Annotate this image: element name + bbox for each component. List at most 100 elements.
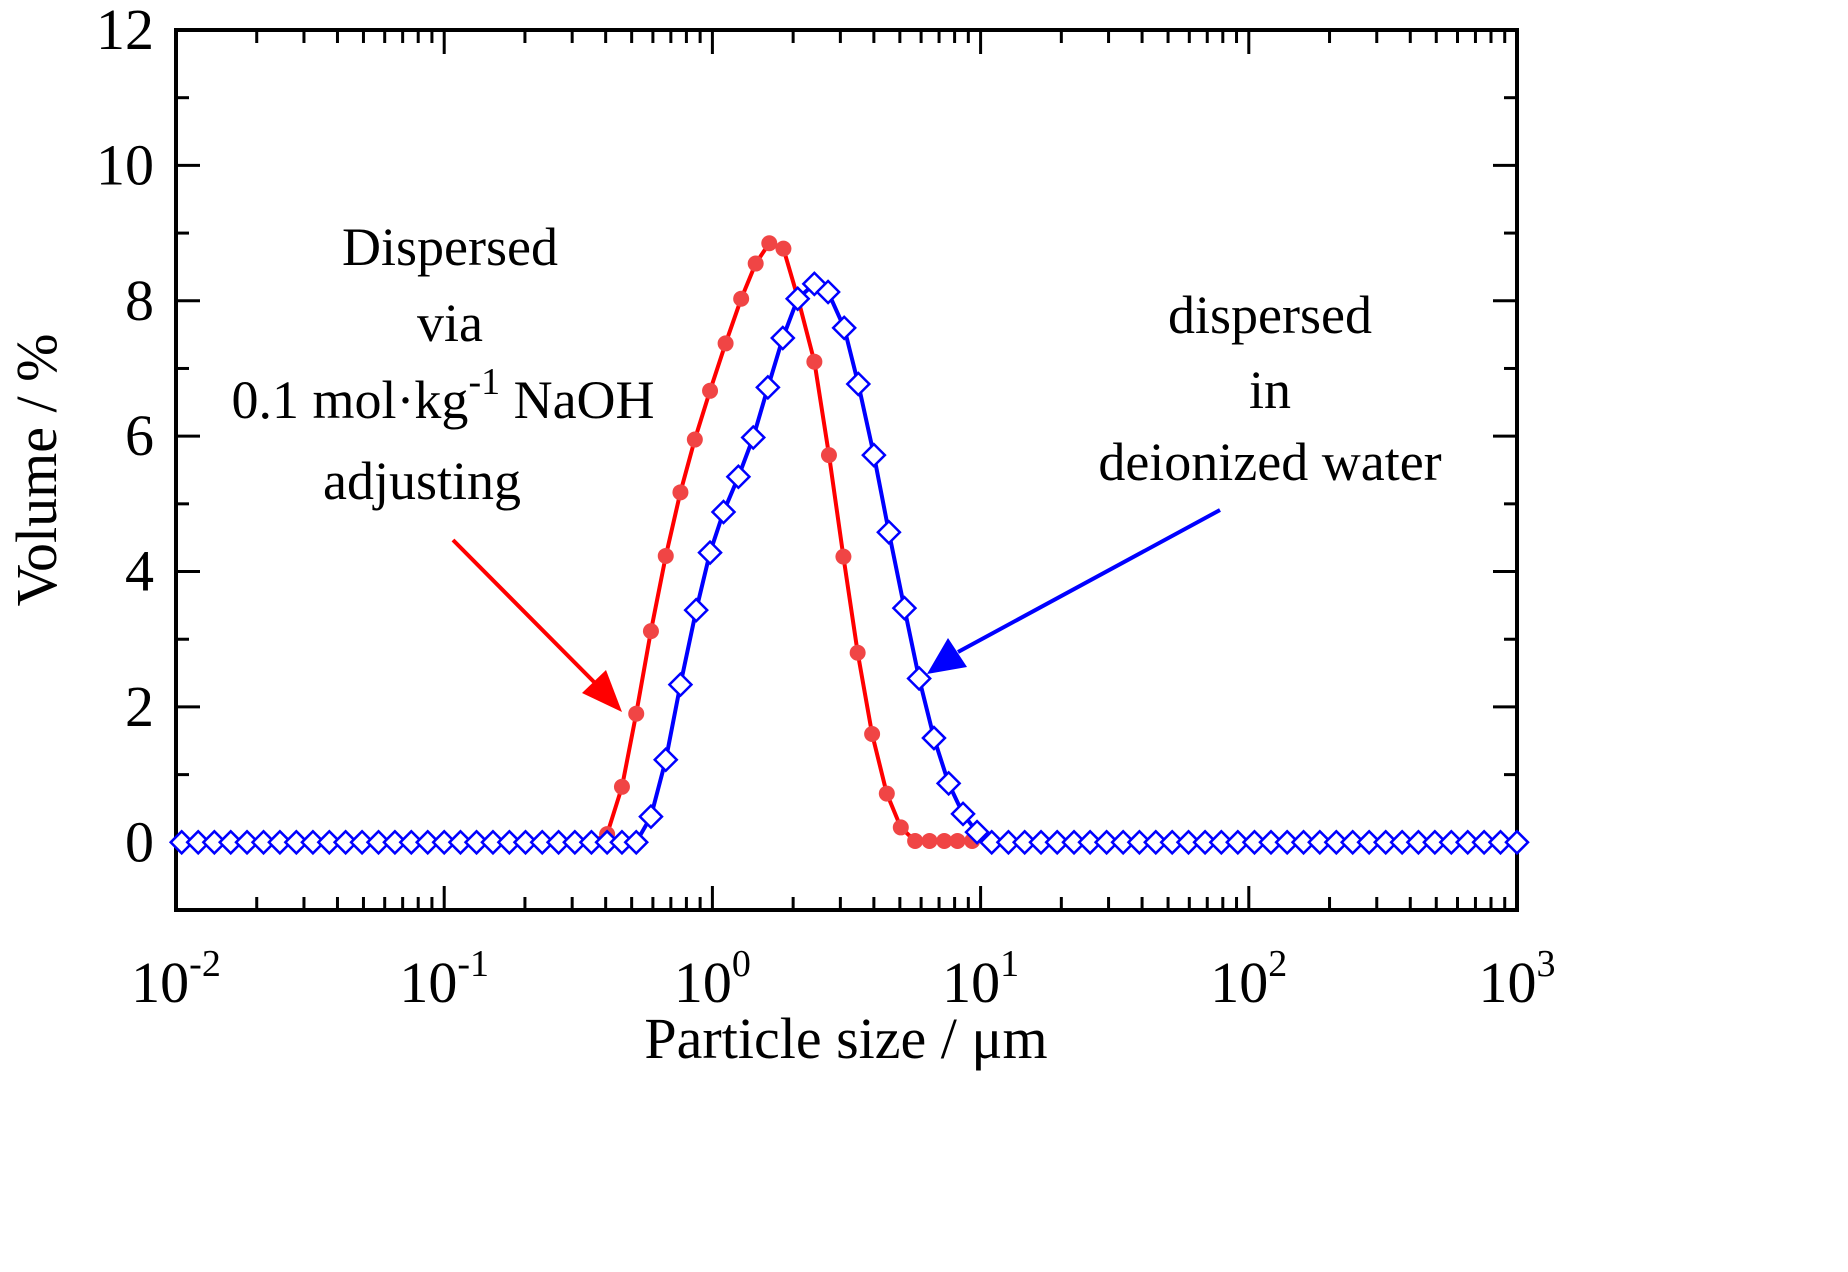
naoh-arrow <box>451 538 622 712</box>
naoh-annotation-line-1: Dispersed <box>342 217 558 277</box>
data-point <box>642 623 659 640</box>
data-point <box>683 597 709 623</box>
data-point <box>623 829 649 856</box>
water-annotation-line-3: deionized water <box>1098 432 1441 492</box>
data-point <box>1044 829 1070 856</box>
x-axis-title: Particle size / μm <box>644 1006 1047 1071</box>
data-point <box>652 746 679 773</box>
data-point <box>672 484 689 501</box>
naoh-annotation-line-4: adjusting <box>323 451 521 511</box>
data-point <box>892 819 909 836</box>
data-point <box>702 382 719 399</box>
data-point <box>283 829 310 856</box>
data-point <box>628 705 645 722</box>
data-point <box>784 285 811 312</box>
data-point <box>168 829 195 856</box>
data-point <box>234 829 260 856</box>
series-line <box>181 281 1517 845</box>
data-point <box>1307 829 1333 856</box>
y-tick-label: 10 <box>96 132 154 197</box>
y-tick-label: 6 <box>125 403 154 468</box>
data-point <box>349 829 375 856</box>
x-tick-label: 103 <box>1479 943 1556 1015</box>
naoh-annotation-line-2: via <box>417 293 483 353</box>
data-point <box>835 548 852 565</box>
data-point <box>891 595 918 621</box>
water-annotation-line-2: in <box>1249 360 1291 420</box>
y-axis-title: Volume / % <box>4 334 69 607</box>
series-naoh <box>173 235 981 851</box>
y-tick-labels: 0 2 4 6 8 10 12 <box>96 0 154 874</box>
data-point <box>1356 829 1382 856</box>
data-point <box>878 785 895 802</box>
data-point <box>864 726 881 742</box>
data-point <box>657 547 674 564</box>
naoh-annotation-formula: 0.1 mol·kg-1 NaOH <box>231 361 654 430</box>
data-point <box>1208 829 1235 856</box>
data-point <box>638 803 664 830</box>
data-point <box>876 519 902 546</box>
y-tick-label: 4 <box>125 539 154 604</box>
data-point <box>907 832 924 849</box>
data-point <box>755 374 781 401</box>
data-point <box>906 665 932 692</box>
data-point <box>733 290 750 307</box>
plot-frame <box>174 28 1519 912</box>
data-point <box>667 671 694 698</box>
data-point <box>1487 829 1514 856</box>
data-point <box>613 778 630 795</box>
y-tick-label: 0 <box>125 809 154 874</box>
data-point <box>1077 829 1103 856</box>
data-point <box>1241 829 1268 856</box>
data-point <box>740 424 767 451</box>
data-point <box>964 819 990 845</box>
data-point <box>725 464 752 490</box>
x-tick-label: 102 <box>1210 943 1287 1015</box>
data-point <box>414 829 441 856</box>
data-point <box>775 240 792 257</box>
x-tick-labels: 10-2 10-1 100 101 102 103 <box>131 943 1555 1015</box>
data-point <box>761 235 778 252</box>
data-point <box>1422 829 1448 856</box>
y-tick-label: 12 <box>96 0 154 62</box>
data-point <box>267 829 293 856</box>
data-point <box>950 801 976 827</box>
x-tick-label: 101 <box>942 943 1019 1015</box>
data-point <box>845 371 872 397</box>
water-annotation-line-1: dispersed <box>1168 285 1372 345</box>
data-point <box>686 431 703 448</box>
data-point <box>562 829 588 856</box>
data-point <box>936 832 953 849</box>
data-point <box>1339 829 1366 856</box>
x-tick-label: 100 <box>674 943 751 1015</box>
y-tick-label: 8 <box>125 268 154 333</box>
data-point <box>1093 829 1120 856</box>
data-point <box>849 644 866 661</box>
series-water <box>168 271 1530 856</box>
data-point <box>921 725 947 751</box>
data-point <box>770 325 796 351</box>
data-point <box>861 442 887 468</box>
data-point <box>815 279 841 305</box>
x-tick-label: 10-2 <box>131 943 221 1015</box>
water-arrow <box>927 508 1221 674</box>
data-point <box>831 315 857 341</box>
data-point <box>747 255 764 272</box>
data-point <box>978 829 1005 856</box>
data-point <box>820 447 837 464</box>
data-point <box>1504 829 1530 856</box>
data-point <box>1175 829 1202 856</box>
data-point <box>512 829 539 856</box>
data-point <box>717 335 734 352</box>
data-point <box>935 770 962 797</box>
data-point <box>1225 829 1251 856</box>
series-line <box>181 241 973 845</box>
data-point <box>806 353 823 370</box>
y-tick-label: 2 <box>125 674 154 739</box>
x-tick-label: 10-1 <box>399 943 489 1015</box>
data-point <box>697 539 723 566</box>
data-point <box>921 832 938 849</box>
data-point <box>710 499 737 525</box>
data-point <box>949 832 966 849</box>
